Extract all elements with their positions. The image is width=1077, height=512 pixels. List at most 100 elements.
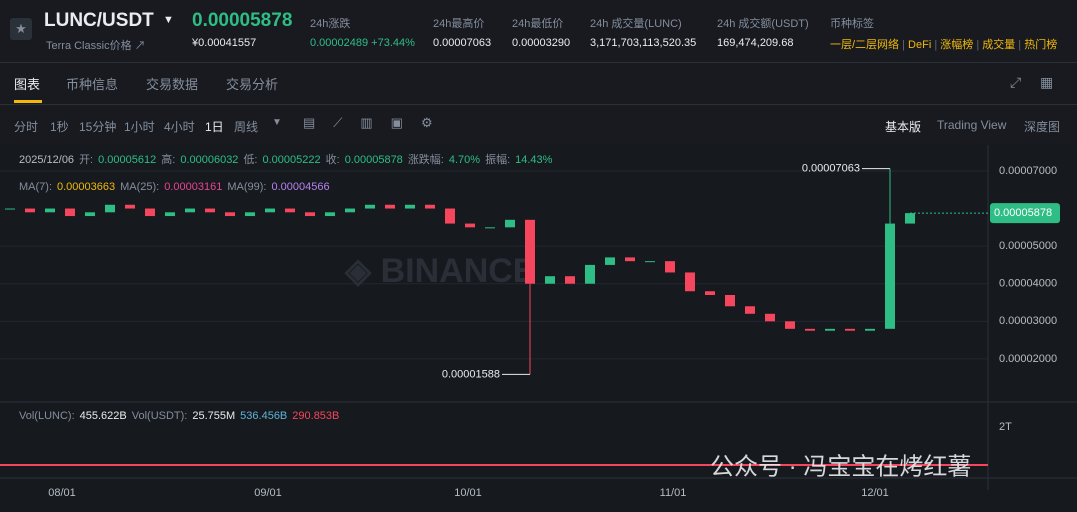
interval[interactable]: 1日 [205, 120, 224, 134]
candle-body [225, 212, 235, 217]
stat-value: 0.00002489 +73.44% [310, 37, 415, 49]
candle-body [525, 219, 535, 284]
stat-label: 24h涨跌 [310, 18, 351, 30]
info-line: Vol(LUNC): 455.622B Vol(USDT): 25.755M 536.4… [19, 410, 339, 422]
x-tick-label: 08/01 [48, 487, 76, 499]
candle-body [465, 223, 475, 228]
ma-value: 0.00003161 [164, 181, 222, 193]
price-cny: ¥0.00041557 [192, 37, 257, 49]
candle-body [585, 264, 595, 284]
candle [785, 321, 795, 329]
candle [445, 208, 455, 224]
interval[interactable]: 1小时 [124, 120, 155, 134]
candle [905, 213, 915, 224]
candle [585, 264, 595, 284]
candle-body [185, 208, 195, 213]
candle-body [605, 257, 615, 265]
candle [345, 208, 355, 213]
layout-icon[interactable]: ▦ [1040, 74, 1054, 90]
stat-label: 24h最高价 [433, 18, 485, 30]
view-option[interactable]: 深度图 [1024, 120, 1061, 134]
view-option[interactable]: 基本版 [885, 120, 922, 134]
candle [725, 295, 735, 307]
candle-body [125, 204, 135, 209]
tool-icons[interactable]: ▤⟋▥▣⚙ [303, 115, 451, 130]
candle [485, 227, 495, 229]
x-tick-label: 11/01 [660, 487, 687, 499]
candle [825, 328, 835, 331]
info-label: 振幅: [485, 152, 510, 166]
candle-body [105, 204, 115, 213]
info-value: 0.00005878 [345, 154, 403, 166]
tag[interactable]: 成交量 [982, 39, 1016, 51]
tag-sep: | [1015, 39, 1025, 51]
annotation-label: 0.00001588 [442, 368, 500, 380]
y-tick-label: 0.00002000 [999, 353, 1057, 365]
stat-label: 24h 成交量(LUNC) [590, 18, 682, 30]
candle [565, 276, 575, 284]
candle-body [545, 276, 555, 284]
last-price-label: 0.00005878 [994, 207, 1052, 219]
info-value: 0.00005612 [98, 154, 156, 166]
fullscreen-icon[interactable]: ⤢ [1010, 74, 1022, 90]
info-label: 开: [79, 154, 93, 166]
tag[interactable]: 涨幅榜 [940, 39, 974, 51]
tags-label: 币种标签 [830, 18, 874, 30]
info-value: 0.00005222 [263, 154, 321, 166]
candle [205, 208, 215, 213]
interval-dropdown[interactable]: ▼ [272, 117, 282, 128]
candle-body [425, 204, 435, 209]
tag[interactable]: 热门榜 [1024, 39, 1058, 51]
candle-body [245, 212, 255, 217]
divider [0, 104, 1077, 105]
volume-info: Vol(USDT): [132, 410, 188, 422]
y-tick-label: 0.00005000 [999, 240, 1057, 252]
candle [845, 328, 855, 331]
chart-bg [0, 145, 1077, 512]
tag[interactable]: DeFi [908, 39, 932, 51]
tag[interactable]: 一层/二层网络 [830, 39, 900, 51]
stat-value: 0.00007063 [433, 37, 492, 49]
volume-info: 536.456B [240, 410, 287, 422]
interval[interactable]: 周线 [234, 120, 259, 134]
tab[interactable]: 交易分析 [226, 77, 279, 92]
info-value: 14.43% [515, 154, 553, 166]
candle [265, 208, 275, 213]
candle-body [685, 272, 695, 292]
info-date: 2025/12/06 [19, 154, 74, 166]
info-label: 低: [243, 153, 257, 166]
candle-body [325, 212, 335, 217]
ma-label: MA(25): [120, 181, 159, 193]
interval[interactable]: 15分钟 [79, 120, 117, 134]
info-line: 2025/12/06 开: 0.00005612 高: 0.00006032 低: 0.00… [19, 152, 553, 166]
interval[interactable]: 分时 [14, 120, 39, 134]
tag-sep: | [899, 39, 909, 51]
candle [885, 168, 895, 329]
candle-body [665, 261, 675, 273]
tab[interactable]: 交易数据 [146, 77, 199, 92]
info-value: 4.70% [449, 154, 480, 166]
tab[interactable]: 图表 [14, 77, 41, 92]
view-option[interactable]: Trading View [937, 118, 1007, 132]
candle-body [885, 223, 895, 329]
pair-dropdown[interactable]: ▼ [163, 14, 174, 26]
favorite-star[interactable]: ★ [10, 18, 32, 40]
interval[interactable]: 1秒 [50, 120, 69, 134]
candle [805, 328, 815, 331]
candle [705, 291, 715, 295]
watermark: 公众号 · 冯宝宝在烤红薯 [710, 453, 971, 480]
tab[interactable]: 币种信息 [66, 77, 119, 92]
interval[interactable]: 4小时 [164, 120, 195, 134]
candle-body [765, 313, 775, 322]
candle [65, 208, 75, 217]
candle-body [145, 208, 155, 217]
candle-body [505, 219, 515, 228]
candle-body [705, 291, 715, 295]
pair[interactable]: LUNC/USDT [44, 10, 154, 31]
tag-sep: | [931, 39, 941, 51]
subtitle[interactable]: Terra Classic价格 ↗ [46, 40, 146, 52]
tag-sep: | [973, 39, 983, 51]
ma-value: 0.00004566 [272, 181, 330, 193]
